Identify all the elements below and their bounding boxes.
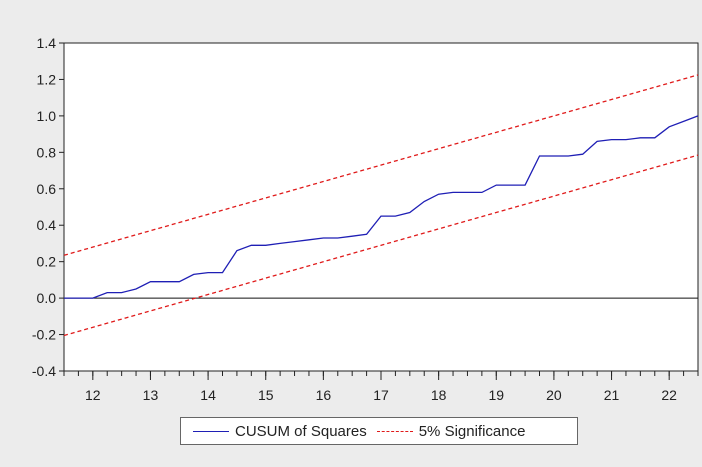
x-tick-label: 15 [258, 387, 274, 403]
y-tick-label: 1.4 [37, 35, 57, 51]
y-tick-label: 0.2 [37, 254, 57, 270]
y-tick-label: 1.2 [37, 71, 57, 87]
legend-item-significance: 5% Significance [376, 422, 526, 440]
y-tick-label: -0.2 [32, 327, 56, 343]
x-tick-label: 22 [661, 387, 677, 403]
x-tick-label: 19 [488, 387, 504, 403]
y-tick-label: 0.6 [37, 181, 57, 197]
series-layer [63, 74, 699, 337]
x-tick-label: 18 [431, 387, 447, 403]
x-axis: 12 13 14 15 16 17 18 19 20 21 22 [63, 371, 699, 403]
significance-bound-line [63, 154, 699, 337]
x-tick-label: 12 [85, 387, 101, 403]
significance-bound-line [63, 74, 699, 256]
legend-label-cusum: CUSUM of Squares [235, 422, 367, 440]
plot-area [63, 42, 699, 372]
x-tick-label: 14 [200, 387, 216, 403]
x-tick-label: 17 [373, 387, 389, 403]
y-tick-label: 0.4 [37, 217, 57, 233]
legend-swatch-dashed [376, 430, 413, 432]
y-tick-label: 0.0 [37, 290, 57, 306]
y-axis: -0.4 -0.2 0.0 0.2 0.4 0.6 0.8 1.0 1.2 1.4 [32, 35, 64, 379]
x-tick-label: 21 [604, 387, 620, 403]
legend: CUSUM of Squares 5% Significance [180, 417, 578, 445]
cusum-line [64, 115, 699, 299]
legend-swatch-solid [193, 430, 229, 432]
x-tick-label: 16 [316, 387, 332, 403]
legend-label-significance: 5% Significance [418, 422, 526, 440]
y-tick-label: 1.0 [37, 108, 57, 124]
x-tick-label: 20 [546, 387, 562, 403]
x-tick-label: 13 [143, 387, 159, 403]
legend-item-cusum: CUSUM of Squares [193, 423, 367, 440]
y-tick-label: -0.4 [32, 363, 56, 379]
y-tick-label: 0.8 [37, 144, 57, 160]
